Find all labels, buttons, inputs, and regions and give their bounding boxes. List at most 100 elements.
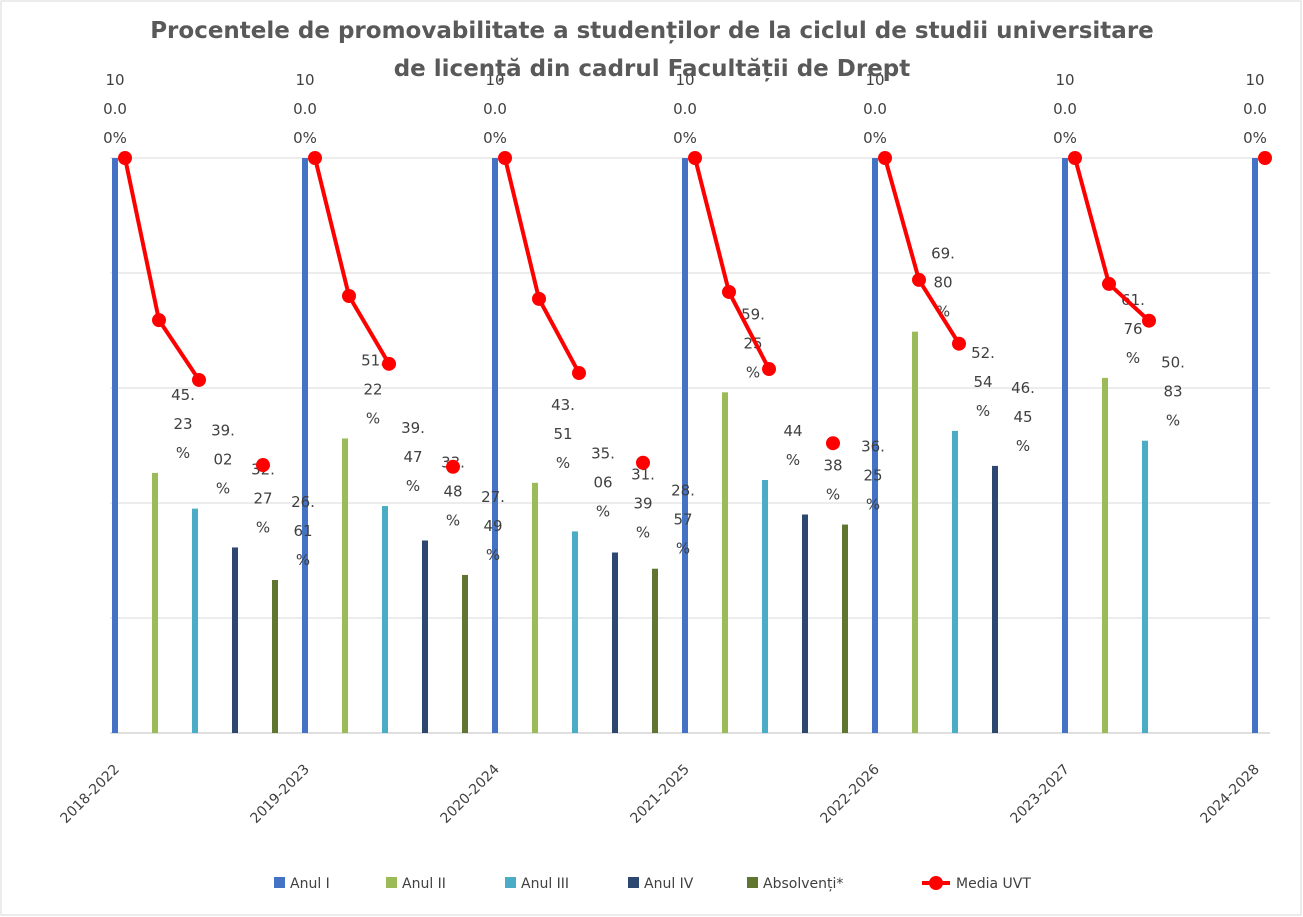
data-label-line: 0.0 bbox=[483, 100, 507, 118]
bar bbox=[342, 438, 348, 733]
data-label-line: 54 bbox=[973, 373, 992, 391]
data-label: 26. 61% bbox=[291, 493, 315, 569]
average-marker bbox=[152, 313, 166, 328]
bar bbox=[872, 158, 878, 733]
data-label-line: 45. bbox=[171, 386, 195, 404]
average-marker bbox=[912, 272, 926, 287]
data-label-line: % bbox=[556, 454, 570, 472]
data-label-line: % bbox=[1016, 437, 1030, 455]
data-label: 45. 23% bbox=[171, 386, 195, 462]
data-label: 10 0.0 0% bbox=[483, 71, 507, 147]
average-marker bbox=[446, 459, 460, 474]
average-marker bbox=[308, 151, 322, 165]
data-label-line: 50. bbox=[1161, 354, 1185, 372]
data-label-line: 0% bbox=[863, 129, 887, 147]
legend-label: Anul I bbox=[290, 876, 330, 892]
data-label-line: 83 bbox=[1163, 383, 1182, 401]
data-label-line: % bbox=[826, 486, 840, 504]
data-label-line: 02 bbox=[213, 451, 232, 469]
data-label: 10 0.0 0% bbox=[1053, 71, 1077, 147]
average-marker bbox=[382, 356, 396, 371]
bar bbox=[532, 482, 538, 733]
data-label-line: 0% bbox=[1053, 129, 1077, 147]
average-marker bbox=[572, 366, 586, 381]
data-label-line: 0% bbox=[673, 129, 697, 147]
data-label-line: 22 bbox=[363, 380, 382, 398]
data-label-line: 06 bbox=[593, 473, 612, 491]
data-label-line: 69. bbox=[931, 245, 955, 263]
data-label-line: % bbox=[446, 511, 460, 529]
data-label: 28. 57% bbox=[671, 482, 695, 558]
data-label-line: 10 bbox=[1245, 71, 1264, 89]
data-label: 61. 76% bbox=[1121, 291, 1145, 367]
data-label-line: % bbox=[786, 451, 800, 469]
data-label: 52. 54% bbox=[971, 344, 995, 420]
data-label: 51. 22% bbox=[361, 351, 385, 427]
data-label-line: 46. bbox=[1011, 379, 1035, 397]
data-label-line: 47 bbox=[403, 448, 422, 466]
data-label-line: 39. bbox=[211, 422, 235, 440]
data-label: 39. 02% bbox=[211, 422, 235, 498]
average-marker bbox=[636, 455, 650, 470]
data-label-line: 0% bbox=[103, 129, 127, 147]
bar bbox=[612, 552, 618, 733]
bar bbox=[112, 158, 118, 733]
data-label-line: 0.0 bbox=[103, 100, 127, 118]
data-label-line: 10 bbox=[485, 71, 504, 89]
bar bbox=[802, 514, 808, 733]
data-label-line: 39 bbox=[633, 495, 652, 513]
data-label: 35. 06% bbox=[591, 444, 615, 520]
bar bbox=[652, 568, 658, 733]
data-label-line: 10 bbox=[675, 71, 694, 89]
data-label-line: 59. bbox=[741, 305, 765, 323]
data-label: 10 0.0 0% bbox=[103, 71, 127, 147]
average-marker bbox=[192, 372, 206, 387]
data-label-line: % bbox=[366, 409, 380, 427]
data-label-line: 31. bbox=[631, 466, 655, 484]
data-label-line: % bbox=[406, 477, 420, 495]
data-label-line: 48 bbox=[443, 482, 462, 500]
data-label-line: 10 bbox=[865, 71, 884, 89]
data-label-line: 0% bbox=[483, 129, 507, 147]
bar bbox=[192, 508, 198, 733]
bar bbox=[572, 531, 578, 733]
data-label-line: 35. bbox=[591, 444, 615, 462]
data-label-line: 0% bbox=[293, 129, 317, 147]
average-marker bbox=[498, 151, 512, 165]
data-label-line: 61. bbox=[1121, 291, 1145, 309]
data-label-line: % bbox=[976, 402, 990, 420]
data-label-line: % bbox=[256, 518, 270, 536]
average-marker bbox=[688, 151, 702, 165]
data-label-line: % bbox=[636, 524, 650, 542]
legend-swatch bbox=[628, 877, 639, 888]
data-label: 10 0.0 0% bbox=[293, 71, 317, 147]
data-label-line: 23 bbox=[173, 415, 192, 433]
data-label-line: 57 bbox=[673, 511, 692, 529]
average-marker bbox=[878, 151, 892, 165]
bar bbox=[1142, 440, 1148, 733]
data-label-line: % bbox=[1166, 412, 1180, 430]
bar bbox=[722, 392, 728, 733]
data-label-line: 27. bbox=[481, 488, 505, 506]
data-label: 43. 51% bbox=[551, 396, 575, 472]
data-label: 44% bbox=[783, 422, 802, 469]
data-label: 10 0.0 0% bbox=[673, 71, 697, 147]
data-label-line: 0.0 bbox=[863, 100, 887, 118]
bar bbox=[762, 480, 768, 733]
data-label-line: 10 bbox=[105, 71, 124, 89]
average-marker bbox=[1102, 276, 1116, 291]
bar bbox=[152, 472, 158, 733]
data-label-line: 38 bbox=[823, 457, 842, 475]
legend-swatch bbox=[386, 877, 397, 888]
data-label-line: 51. bbox=[361, 351, 385, 369]
average-marker bbox=[826, 436, 840, 451]
average-marker bbox=[1142, 313, 1156, 328]
legend-label: Absolvenți* bbox=[763, 876, 843, 892]
average-marker bbox=[256, 458, 270, 473]
data-label: 39. 47% bbox=[401, 419, 425, 495]
data-label-line: 0.0 bbox=[293, 100, 317, 118]
bar bbox=[992, 465, 998, 733]
data-label: 31. 39% bbox=[631, 466, 655, 542]
